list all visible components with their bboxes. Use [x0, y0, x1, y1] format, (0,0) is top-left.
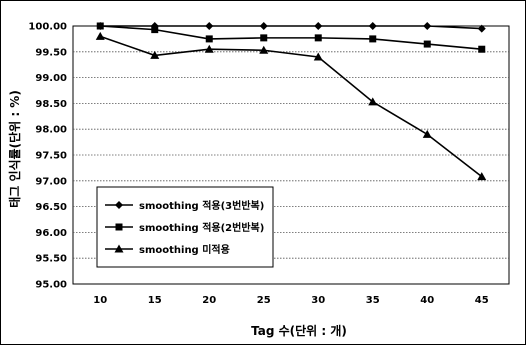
legend-marker: [114, 244, 124, 253]
series-3: [95, 31, 487, 181]
data-point: [259, 22, 268, 30]
x-tick-label: 20: [202, 295, 216, 306]
data-point: [205, 22, 214, 30]
x-axis-title: Tag 수(단위 : 개): [251, 323, 347, 338]
y-tick-label: 99.00: [35, 73, 67, 84]
y-tick-label: 96.50: [35, 202, 67, 213]
y-tick-label: 95.00: [35, 280, 67, 291]
legend-marker: [115, 201, 123, 209]
data-point: [477, 172, 487, 181]
data-point: [260, 34, 268, 42]
x-tick-label: 25: [257, 295, 271, 306]
y-tick-label: 95.50: [35, 254, 67, 265]
y-tick-label: 96.00: [35, 228, 67, 239]
y-axis-title: 태그 인식률(단위 : %): [7, 90, 22, 208]
x-tick-label: 30: [311, 295, 325, 306]
data-point: [422, 129, 432, 138]
series-layer: [95, 22, 487, 181]
legend-label: smoothing 적용(2번반복): [139, 221, 264, 234]
x-tick-label: 40: [420, 295, 434, 306]
legend-item: smoothing 적용(3번반복): [105, 199, 264, 212]
series-2: [96, 22, 486, 53]
data-point: [369, 35, 377, 43]
y-tick-labels: 100.00 99.50 99.00 98.50 98.00 97.50 97.00 96.5…: [28, 22, 67, 291]
legend-item: smoothing 적용(2번반복): [105, 221, 264, 234]
series-line: [100, 25, 482, 30]
data-point: [314, 22, 323, 30]
x-tick-label: 35: [366, 295, 380, 306]
data-point: [151, 26, 159, 34]
x-tick-label: 45: [475, 295, 489, 306]
legend-label: smoothing 미적용: [139, 243, 230, 256]
data-point: [368, 97, 378, 106]
data-point: [423, 40, 431, 48]
y-tick-label: 98.00: [35, 125, 67, 136]
y-tick-label: 97.50: [35, 151, 67, 162]
legend-item: smoothing 미적용: [105, 243, 230, 256]
data-point: [204, 44, 214, 53]
legend-marker: [115, 223, 123, 231]
series-line: [99, 35, 483, 178]
y-tick-label: 97.00: [35, 176, 67, 187]
data-point: [368, 22, 377, 30]
data-point: [96, 22, 104, 30]
data-point: [477, 24, 486, 33]
data-point: [423, 22, 432, 30]
legend-label: smoothing 적용(3번반복): [139, 199, 264, 212]
legend: smoothing 적용(3번반복) smoothing 적용(2번반복) smoo…: [96, 186, 274, 268]
y-tick-label: 99.50: [35, 47, 67, 58]
series-line: [100, 25, 482, 51]
data-point: [478, 45, 486, 53]
x-tick-label: 10: [93, 295, 107, 306]
data-point: [259, 45, 269, 54]
y-tick-label: 98.50: [35, 99, 67, 110]
x-tick-label: 15: [148, 295, 162, 306]
data-point: [313, 52, 323, 61]
data-point: [314, 34, 322, 42]
data-point: [150, 50, 160, 59]
y-tick-label: 100.00: [28, 22, 67, 33]
x-tick-labels: 10 15 20 25 30 35 40 45: [93, 295, 488, 306]
data-point: [95, 31, 105, 40]
data-point: [205, 35, 213, 43]
